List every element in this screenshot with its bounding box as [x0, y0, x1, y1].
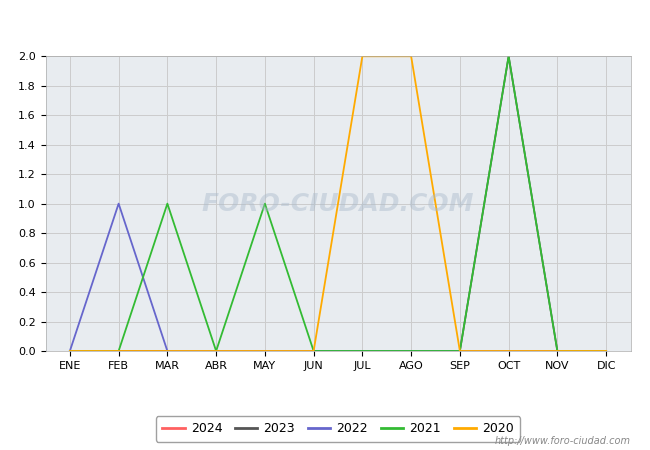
- Text: FORO-CIUDAD.COM: FORO-CIUDAD.COM: [202, 192, 474, 216]
- Text: http://www.foro-ciudad.com: http://www.foro-ciudad.com: [495, 436, 630, 446]
- Legend: 2024, 2023, 2022, 2021, 2020: 2024, 2023, 2022, 2021, 2020: [156, 416, 520, 442]
- Text: Matriculaciones de Vehiculos en Campillo de Aragón: Matriculaciones de Vehiculos en Campillo…: [96, 14, 554, 33]
